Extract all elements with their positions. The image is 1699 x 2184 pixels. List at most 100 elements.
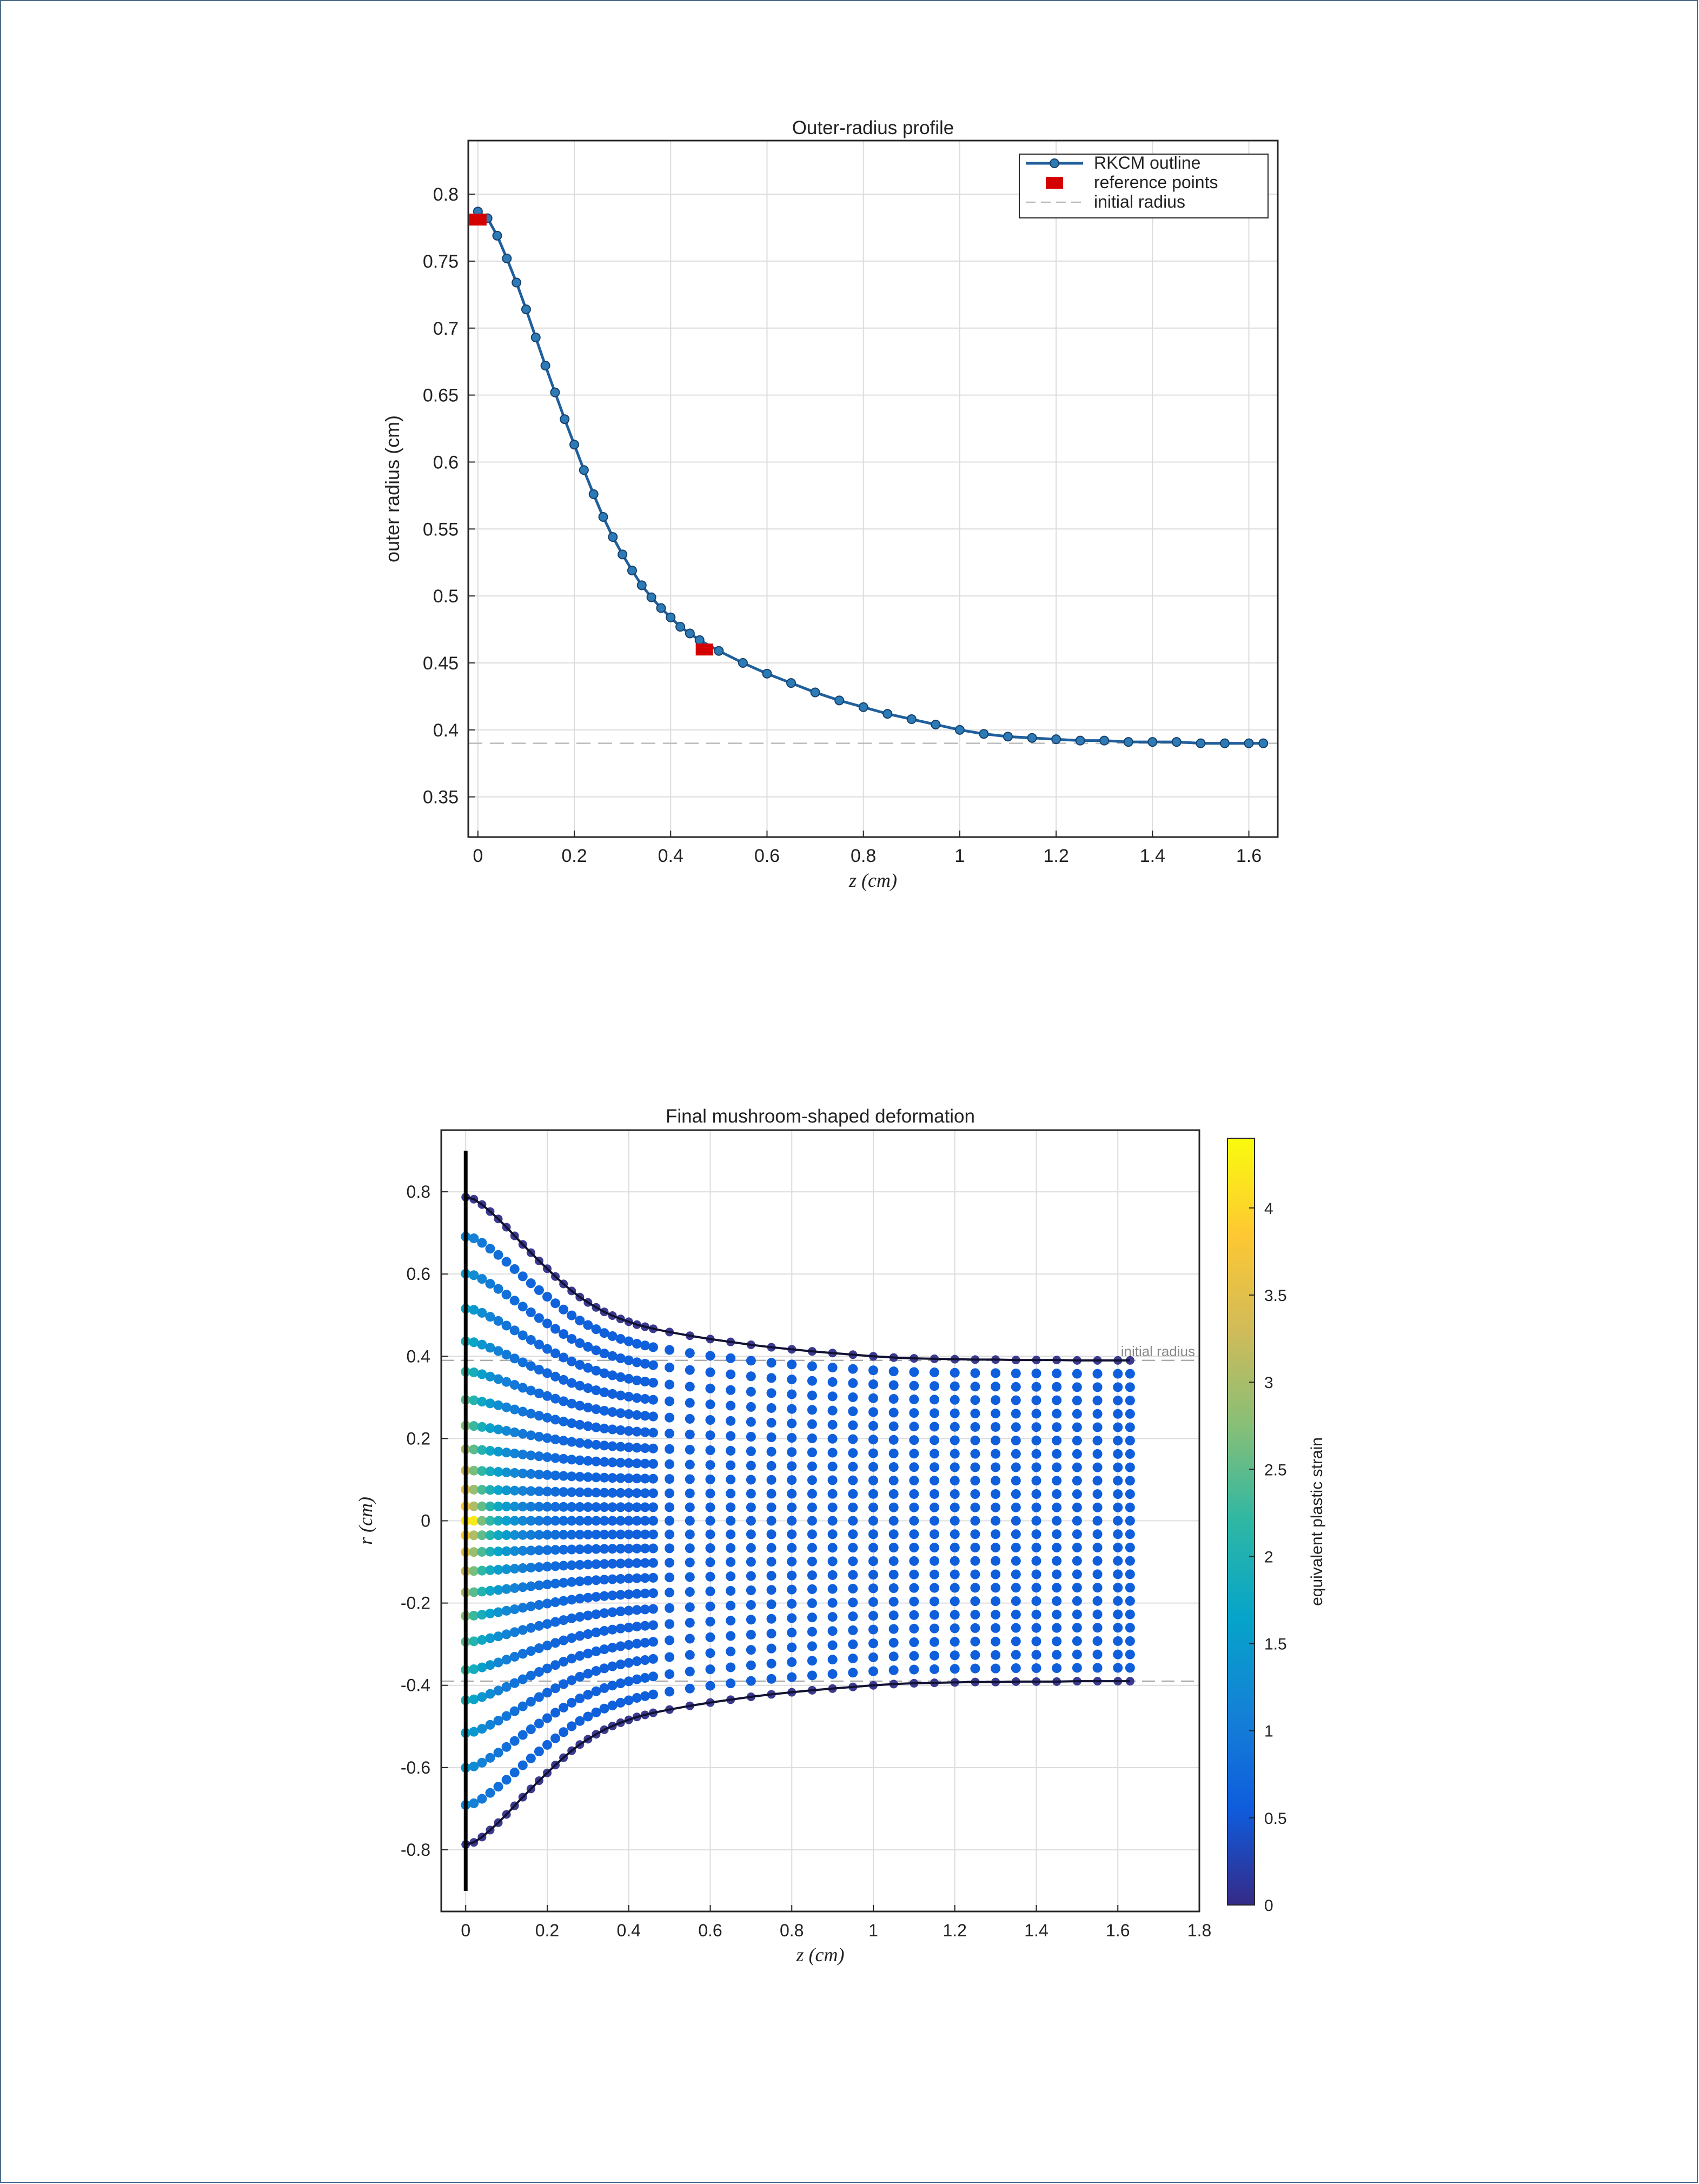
chart1-y-tick-label: 0.35 [423, 787, 459, 808]
chart2-particle [868, 1666, 878, 1676]
chart2-particle [807, 1570, 817, 1581]
chart2-particle [648, 1516, 658, 1526]
chart2-particle [665, 1588, 675, 1598]
chart2-particle [1052, 1422, 1062, 1432]
chart2-particle [591, 1385, 601, 1396]
chart2-particle [909, 1476, 919, 1486]
chart2-particle [599, 1544, 609, 1554]
chart2-particle [607, 1590, 618, 1601]
chart2-particle [1092, 1382, 1103, 1392]
outer-radius-chart: 0 0.2 0.4 0.6 0.8 1 1.2 1.4 1.6 0.35 0.4 0.45 0.5 0.5… [381, 117, 1279, 891]
chart2-initial-radius-annotation: initial radius [1121, 1343, 1195, 1359]
chart2-particle [726, 1353, 736, 1363]
chart2-particle [1011, 1556, 1021, 1566]
chart2-particle [746, 1461, 756, 1471]
chart2-particle [685, 1667, 695, 1677]
chart2-particle [685, 1444, 695, 1455]
chart2-particle [848, 1639, 858, 1649]
chart2-x-tick-label: 1.4 [1024, 1921, 1048, 1940]
chart2-particle [469, 1484, 479, 1495]
chart2-particle [868, 1489, 878, 1499]
chart2-particle [807, 1612, 817, 1623]
chart2-particle [501, 1448, 512, 1458]
chart2-particle [685, 1474, 695, 1484]
chart2-particle [477, 1485, 487, 1495]
chart2-particle [1072, 1542, 1082, 1552]
chart2-particle [542, 1619, 552, 1629]
chart1-rkcm-marker [530, 333, 541, 343]
chart2-particle [848, 1654, 858, 1664]
chart2-particle [1072, 1623, 1082, 1633]
chart2-particle [509, 1353, 520, 1364]
chart2-particle [1125, 1462, 1135, 1472]
chart2-particle [517, 1468, 528, 1478]
chart2-particle [615, 1425, 626, 1435]
chart2-particle [607, 1389, 618, 1399]
chart2-x-tick-label: 0.8 [780, 1921, 804, 1940]
chart2-particle [1011, 1462, 1021, 1472]
chart2-particle [542, 1530, 552, 1540]
chart2-particle [726, 1369, 736, 1379]
chart2-particle [746, 1402, 756, 1412]
chart2-x-tick-label: 0.4 [616, 1921, 640, 1940]
chart1-plot-frame [467, 140, 1279, 838]
chart2-particle [1092, 1369, 1103, 1379]
chart2-particle [1011, 1422, 1021, 1432]
chart2-particle [632, 1426, 642, 1437]
chart2-particle [1092, 1396, 1103, 1406]
chart2-particle [517, 1449, 528, 1459]
chart2-particle [534, 1692, 544, 1702]
chart2-particle [493, 1516, 503, 1526]
chart2-x-tick-label: 1.2 [943, 1921, 966, 1940]
chart2-particle [991, 1663, 1001, 1674]
chart2-particle [559, 1352, 569, 1363]
chart2-particle [559, 1561, 569, 1571]
chart2-particle [1011, 1609, 1021, 1619]
chart2-particle [930, 1476, 940, 1486]
chart2-particle [599, 1683, 609, 1693]
chart2-particle [501, 1502, 512, 1512]
chart2-y-tick-label: 0 [421, 1511, 430, 1531]
chart2-particle [848, 1583, 858, 1594]
chart2-particle [848, 1448, 858, 1458]
chart2-particle [648, 1502, 658, 1512]
chart2-particle [607, 1529, 618, 1539]
chart2-particle [705, 1430, 715, 1440]
chart2-particle [623, 1574, 634, 1584]
chart2-particle [787, 1489, 797, 1499]
chart2-particle [542, 1470, 552, 1480]
chart2-particle [599, 1423, 609, 1433]
chart1-legend-label: RKCM outline [1094, 153, 1200, 172]
chart2-particle [930, 1610, 940, 1620]
chart2-particle [485, 1585, 495, 1596]
chart2-particle [665, 1543, 675, 1554]
chart2-particle [493, 1346, 503, 1356]
chart1-rkcm-marker [579, 465, 589, 475]
chart1-rkcm-marker [738, 658, 748, 668]
chart2-particle [848, 1516, 858, 1526]
chart2-particle [726, 1416, 736, 1426]
chart2-particle [1052, 1623, 1062, 1633]
chart2-particle [665, 1444, 675, 1454]
chart1-y-tick-label: 0.6 [433, 452, 459, 473]
chart2-particle [591, 1559, 601, 1569]
chart2-particle [623, 1391, 634, 1402]
chart2-particle [526, 1563, 536, 1573]
chart2-particle [526, 1335, 536, 1345]
chart2-particle [868, 1583, 878, 1594]
chart2-particle [1125, 1529, 1135, 1539]
chart2-particle [685, 1602, 695, 1612]
chart2-particle [485, 1398, 495, 1409]
chart1-rkcm-marker [1027, 733, 1037, 743]
chart2-particle [623, 1473, 634, 1483]
chart2-particle [599, 1488, 609, 1498]
chart2-particle [648, 1604, 658, 1614]
chart2-particle [607, 1516, 618, 1526]
chart2-particle [807, 1627, 817, 1637]
chart2-particle [583, 1383, 593, 1393]
chart2-particle [559, 1530, 569, 1540]
chart2-particle [1125, 1449, 1135, 1459]
chart1-rkcm-marker [834, 695, 845, 706]
chart2-particle [868, 1420, 878, 1431]
chart2-particle [1031, 1395, 1041, 1405]
